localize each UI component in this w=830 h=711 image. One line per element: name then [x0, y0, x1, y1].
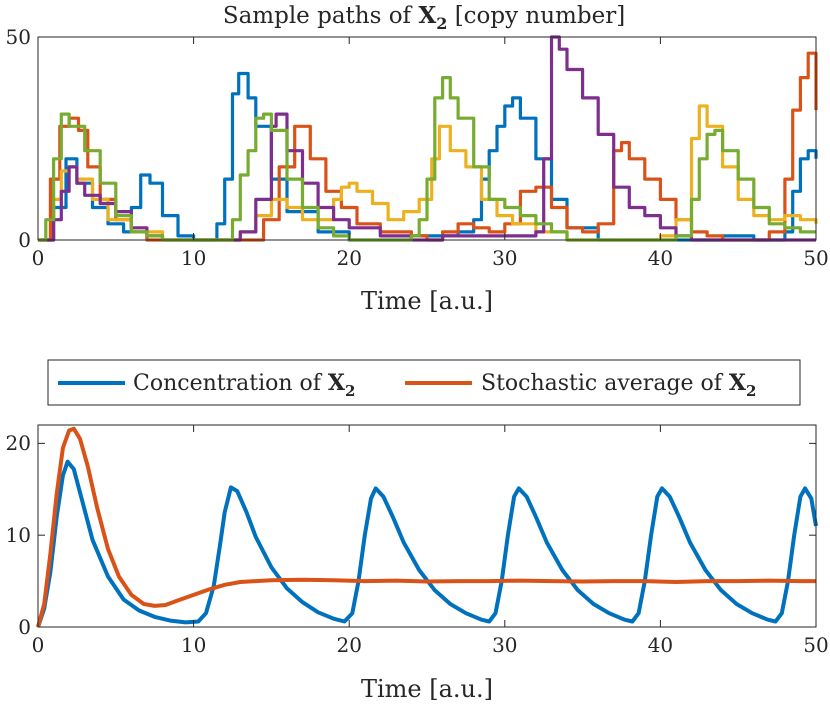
- top-chart-title: Sample paths of X2 [copy number]: [223, 2, 625, 33]
- legend-stochastic-prefix: Stochastic average of: [481, 371, 729, 396]
- legend-label-concentration: Concentration of X2: [133, 370, 355, 400]
- legend-concentration-prefix: Concentration of: [133, 371, 328, 396]
- top-ytick-label-50: 50: [6, 25, 31, 49]
- legend-label-stochastic-average: Stochastic average of X2: [481, 370, 756, 400]
- top-axes-box: [37, 36, 817, 241]
- top-panel: Sample paths of X2 [copy number] 0 50 0 …: [6, 2, 829, 315]
- bottom-xtick-label-30: 30: [492, 633, 517, 657]
- top-ytick-label-0: 0: [18, 228, 31, 252]
- top-xtick-label-20: 20: [336, 246, 361, 270]
- bottom-xaxis-label: Time [a.u.]: [361, 675, 493, 703]
- bottom-axes-box: [37, 424, 817, 628]
- top-xtick-label-40: 40: [648, 246, 673, 270]
- top-title-variable: X: [418, 2, 436, 29]
- bottom-series-group: [36, 426, 818, 628]
- bottom-xtick-label-10: 10: [181, 633, 206, 657]
- legend-concentration-subscript: 2: [345, 382, 355, 400]
- legend-stochastic-variable: X: [729, 370, 747, 396]
- top-title-subscript: 2: [436, 14, 447, 33]
- top-series-line-3: [38, 104, 818, 242]
- bottom-xtick-label-50: 50: [803, 633, 828, 657]
- top-xtick-label-10: 10: [181, 246, 206, 270]
- legend: Concentration of X2 Stochastic average o…: [47, 359, 801, 406]
- top-xtick-label-50: 50: [803, 246, 828, 270]
- top-title-suffix: [copy number]: [447, 3, 625, 29]
- bottom-xtick-label-20: 20: [336, 633, 361, 657]
- legend-concentration-variable: X: [328, 370, 346, 396]
- bottom-xtick-label-0: 0: [32, 633, 45, 657]
- top-xtick-label-0: 0: [32, 246, 45, 270]
- top-xtick-label-30: 30: [492, 246, 517, 270]
- legend-stochastic-subscript: 2: [746, 382, 756, 400]
- top-title-prefix: Sample paths of: [223, 3, 419, 29]
- top-series-line-5: [38, 76, 816, 242]
- bottom-panel: 0 10 20 0 10 20 30 40 50 Time [a.u.]: [6, 424, 829, 703]
- bottom-ticks-group: [37, 425, 817, 628]
- bottom-series-line-2: [36, 426, 816, 628]
- bottom-ytick-label-20: 20: [6, 431, 31, 455]
- bottom-ytick-label-10: 10: [6, 523, 31, 547]
- top-ticks-group: [37, 36, 817, 241]
- bottom-series-line-1: [36, 459, 818, 628]
- bottom-ytick-label-0: 0: [18, 615, 31, 639]
- top-xaxis-label: Time [a.u.]: [361, 287, 493, 315]
- bottom-xtick-label-40: 40: [648, 633, 673, 657]
